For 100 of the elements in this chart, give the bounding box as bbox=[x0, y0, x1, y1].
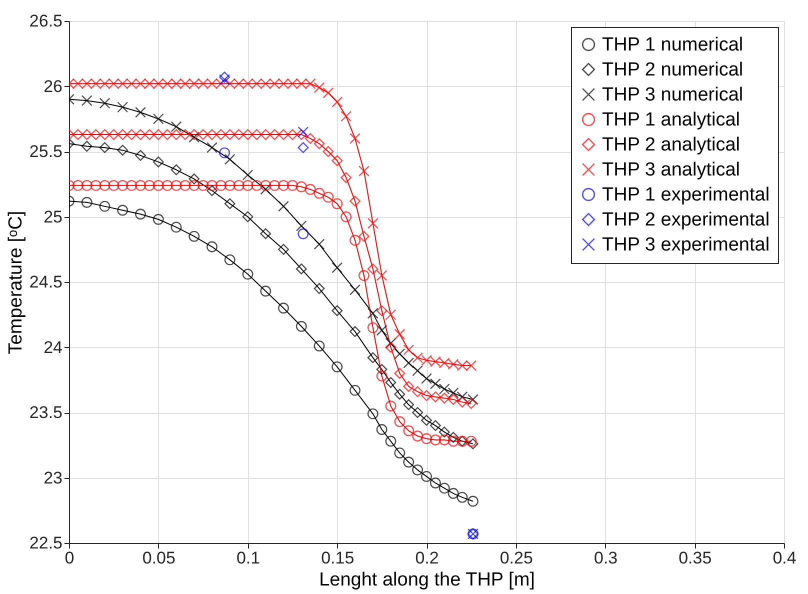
y-tick-label: 23 bbox=[44, 468, 62, 488]
point bbox=[421, 433, 432, 444]
point bbox=[162, 78, 173, 90]
point bbox=[260, 228, 272, 240]
point bbox=[170, 129, 182, 140]
legend-label: THP 2 experimental bbox=[602, 210, 770, 230]
point bbox=[421, 354, 432, 366]
x-tick-label: 0.05 bbox=[142, 548, 176, 568]
point bbox=[314, 188, 325, 199]
point bbox=[438, 392, 450, 404]
point bbox=[412, 407, 424, 418]
point bbox=[403, 344, 414, 356]
point bbox=[332, 262, 343, 274]
point bbox=[99, 98, 110, 109]
point bbox=[468, 496, 478, 507]
point bbox=[340, 172, 352, 184]
y-tick-label: 24.5 bbox=[29, 272, 62, 292]
point bbox=[296, 129, 307, 140]
point bbox=[332, 305, 343, 316]
point bbox=[412, 352, 424, 364]
point bbox=[215, 129, 226, 140]
legend-label: THP 2 analytical bbox=[602, 134, 740, 156]
point bbox=[394, 368, 406, 379]
point bbox=[314, 340, 325, 352]
point bbox=[350, 234, 360, 246]
legend-label: THP 1 experimental bbox=[602, 184, 770, 206]
y-axis-title: Temperature [ᵒC] bbox=[5, 210, 26, 354]
point bbox=[468, 394, 478, 405]
point bbox=[296, 78, 307, 90]
point bbox=[180, 180, 191, 191]
point bbox=[350, 284, 360, 296]
point bbox=[260, 78, 272, 90]
point bbox=[332, 198, 343, 210]
point bbox=[403, 456, 414, 468]
point bbox=[144, 78, 155, 90]
point bbox=[438, 434, 450, 446]
point bbox=[206, 78, 218, 90]
point bbox=[206, 129, 218, 140]
point bbox=[304, 132, 316, 144]
x-tick-label: 0.1 bbox=[236, 548, 260, 568]
point bbox=[135, 150, 146, 161]
point bbox=[198, 180, 209, 191]
point bbox=[412, 386, 424, 398]
point bbox=[224, 78, 236, 90]
point bbox=[430, 391, 441, 402]
point bbox=[367, 352, 378, 364]
point bbox=[188, 230, 200, 242]
point bbox=[448, 394, 459, 405]
y-tick-label: 26 bbox=[44, 76, 62, 96]
point bbox=[224, 129, 236, 140]
point bbox=[412, 464, 424, 476]
point bbox=[358, 230, 370, 242]
point bbox=[90, 78, 102, 90]
point bbox=[170, 121, 182, 132]
point bbox=[170, 180, 182, 191]
point bbox=[81, 129, 92, 140]
point bbox=[188, 78, 200, 90]
point bbox=[403, 380, 414, 392]
point bbox=[99, 142, 110, 154]
point bbox=[394, 447, 406, 458]
point bbox=[224, 198, 236, 210]
point bbox=[314, 238, 325, 250]
point bbox=[350, 196, 360, 207]
point bbox=[296, 263, 307, 274]
legend-label: THP 3 experimental bbox=[602, 234, 770, 256]
point bbox=[117, 78, 128, 90]
point bbox=[219, 74, 230, 86]
point bbox=[350, 384, 360, 396]
point bbox=[206, 185, 218, 196]
point bbox=[448, 488, 459, 499]
y-tick-label: 26.5 bbox=[29, 12, 62, 30]
point bbox=[224, 154, 236, 165]
point bbox=[456, 492, 468, 503]
point bbox=[304, 184, 316, 195]
point bbox=[438, 357, 450, 368]
point bbox=[90, 129, 102, 140]
point bbox=[81, 95, 92, 106]
point bbox=[322, 146, 334, 157]
x-tick-label: 0.15 bbox=[321, 548, 354, 568]
point bbox=[117, 204, 128, 216]
point bbox=[376, 424, 388, 435]
point bbox=[215, 180, 226, 191]
point bbox=[403, 357, 414, 368]
point bbox=[314, 82, 325, 94]
point bbox=[448, 436, 459, 447]
point bbox=[117, 102, 128, 113]
point bbox=[332, 96, 343, 108]
point bbox=[152, 156, 164, 168]
point bbox=[448, 432, 459, 443]
point bbox=[144, 180, 155, 191]
point bbox=[162, 129, 173, 140]
point bbox=[394, 328, 406, 340]
point bbox=[385, 436, 396, 447]
point bbox=[385, 377, 396, 388]
point bbox=[376, 370, 388, 382]
point bbox=[198, 129, 209, 140]
point bbox=[188, 129, 200, 140]
point bbox=[278, 244, 289, 255]
y-tick-label: 25 bbox=[44, 207, 62, 226]
point bbox=[108, 78, 120, 90]
